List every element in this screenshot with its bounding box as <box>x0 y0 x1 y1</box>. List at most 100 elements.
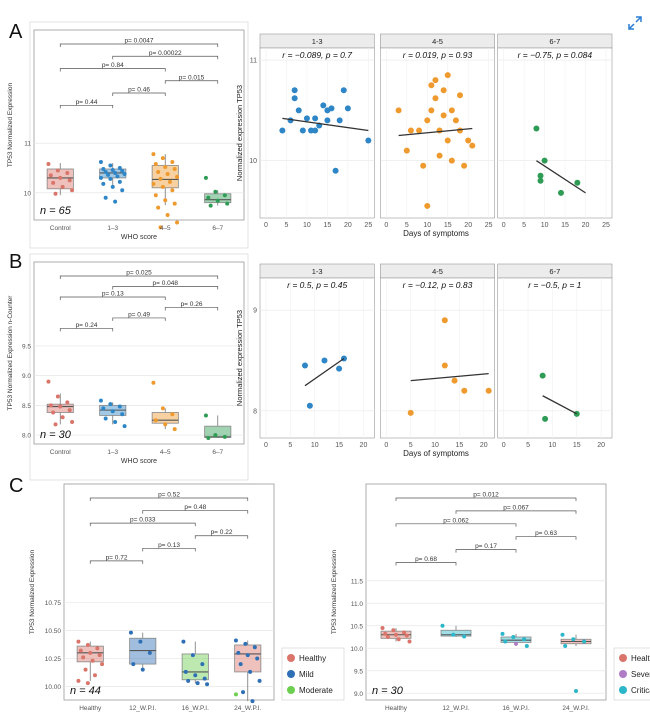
n-label: n = 44 <box>70 685 101 697</box>
x-axis-label: Days of symptoms <box>403 449 469 458</box>
data-point <box>108 176 113 181</box>
plot-frame <box>33 29 245 221</box>
y-tick-label: 10 <box>249 158 257 165</box>
y-tick-label: 10.0 <box>350 646 363 653</box>
data-point <box>524 644 529 648</box>
data-point <box>88 650 93 655</box>
data-point <box>436 127 443 134</box>
data-point <box>462 634 467 639</box>
comparison-bracket <box>89 522 196 527</box>
comparison-bracket <box>59 275 219 279</box>
data-point <box>485 387 492 394</box>
data-point <box>97 653 102 658</box>
data-point <box>186 678 191 683</box>
data-point <box>213 189 218 194</box>
data-point <box>241 690 246 695</box>
data-point <box>243 641 248 646</box>
data-point <box>195 681 200 686</box>
comparison-bracket <box>395 497 577 501</box>
x-axis-label: WHO score <box>121 234 157 241</box>
facet-panel <box>259 47 375 219</box>
legend-label-healthy: Healthy <box>299 654 326 663</box>
data-point <box>385 635 390 639</box>
data-point <box>420 162 427 169</box>
y-tick-label: 10.50 <box>45 628 62 635</box>
facet-panel <box>259 277 375 439</box>
data-point <box>222 434 227 439</box>
data-point <box>457 92 464 99</box>
x-tick-label: Healthy <box>385 705 408 712</box>
data-point <box>403 147 410 154</box>
facet-title: 6-7 <box>549 267 560 276</box>
data-point <box>448 157 455 164</box>
data-point <box>65 170 70 175</box>
facet-title: 4-5 <box>432 267 443 276</box>
comparison-bracket <box>395 523 517 527</box>
data-point <box>328 105 335 112</box>
p-value-label: p= 0.033 <box>130 517 156 524</box>
p-value-label: p= 0.015 <box>179 74 205 81</box>
y-axis-label: Normalized expression TP53 <box>235 310 244 406</box>
comparison-bracket <box>455 510 577 514</box>
data-point <box>55 394 60 399</box>
data-point <box>320 102 327 109</box>
data-point <box>183 669 188 674</box>
panel-label-B: B <box>9 251 22 273</box>
data-point <box>122 424 127 429</box>
legend-label-healthy: Healthy <box>631 654 650 663</box>
data-point <box>48 173 53 178</box>
x-axis-label: WHO score <box>121 458 157 465</box>
data-point <box>106 172 111 177</box>
n-label: n = 30 <box>372 685 404 697</box>
y-axis-label: TP53 Normalized Expression n-Counter <box>7 295 14 411</box>
data-point <box>428 82 435 89</box>
data-point <box>98 398 103 403</box>
p-value-label: p= 0.46 <box>128 87 150 94</box>
facet-panel <box>497 47 613 219</box>
data-point <box>101 406 106 411</box>
x-tick-label: 0 <box>264 222 268 229</box>
data-point <box>110 184 115 189</box>
data-point <box>312 127 319 134</box>
y-axis-label: Normalized expression TP53 <box>235 85 244 181</box>
data-point <box>279 127 286 134</box>
y-axis-label: TP53 Normalized Expression <box>29 550 36 635</box>
data-point <box>78 648 83 653</box>
x-tick-label: 5 <box>409 442 413 449</box>
y-tick-label: 11.5 <box>351 578 364 585</box>
comparison-bracket <box>142 547 196 552</box>
p-value-label: p= 0.062 <box>443 517 469 524</box>
data-point <box>100 662 105 667</box>
data-point <box>103 195 108 200</box>
y-tick-label: 10.75 <box>45 600 62 607</box>
x-tick-label: 10 <box>541 222 549 229</box>
data-point <box>574 179 581 186</box>
x-tick-label: 0 <box>502 222 506 229</box>
data-point <box>172 201 177 206</box>
y-axis-label: TP53 Normalized Expression <box>331 550 338 635</box>
expand-icon[interactable] <box>626 14 644 32</box>
data-point <box>115 174 120 179</box>
data-point <box>120 168 125 173</box>
data-point <box>55 168 60 173</box>
data-point <box>153 162 158 167</box>
x-tick-label: 6–7 <box>212 225 223 232</box>
data-point <box>90 658 95 663</box>
data-point <box>252 645 257 650</box>
legend-swatch-critical <box>619 686 627 694</box>
data-point <box>582 639 587 644</box>
x-tick-label: 24_W.P.I. <box>234 705 262 712</box>
x-tick-label: 1–3 <box>107 449 118 456</box>
data-point <box>233 692 238 697</box>
data-point <box>120 188 125 193</box>
data-point <box>58 175 63 180</box>
data-point <box>206 195 211 200</box>
data-point <box>160 406 165 411</box>
box-1 <box>129 637 157 665</box>
x-tick-label: 4–5 <box>160 449 171 456</box>
data-point <box>440 87 447 94</box>
data-point <box>101 166 106 171</box>
legend-label-severe: Severe <box>631 670 650 679</box>
comparison-bracket <box>89 497 249 501</box>
chart-B_scatter <box>259 263 613 439</box>
